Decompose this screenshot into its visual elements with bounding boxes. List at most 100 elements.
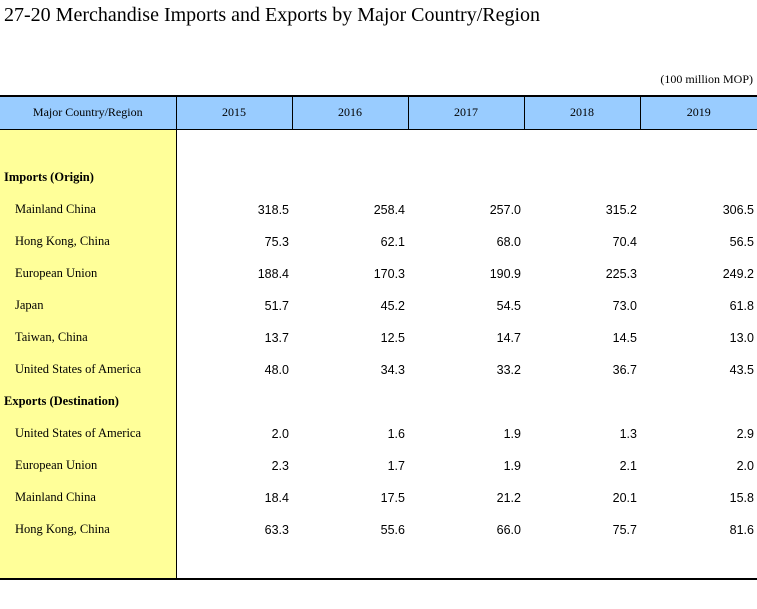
value-cell: 258.4 <box>373 202 405 217</box>
value-cell <box>292 386 408 418</box>
value-cell: 62.1 <box>380 234 405 249</box>
value-cell: 2.1 <box>619 458 637 473</box>
value-cell <box>176 545 292 580</box>
value-cell: 1.9 <box>503 458 521 473</box>
value-cell: 17.5 <box>380 490 405 505</box>
value-cell <box>640 129 757 162</box>
value-cell: 18.4 <box>264 490 289 505</box>
table-row: Mainland China 18.4 17.5 21.2 20.1 15.8 <box>0 481 757 514</box>
value-cell: 70.4 <box>612 234 637 249</box>
value-cell: 2.9 <box>736 426 754 441</box>
value-cell: 33.2 <box>496 362 521 377</box>
value-cell: 14.5 <box>612 330 637 345</box>
value-cell: 13.0 <box>729 330 754 345</box>
value-cell: 1.7 <box>387 458 405 473</box>
value-cell: 190.9 <box>489 266 521 281</box>
value-cell: 43.5 <box>729 362 754 377</box>
value-cell: 2.3 <box>271 458 289 473</box>
table-row-label: Hong Kong, China <box>0 225 177 258</box>
header-year: 2019 <box>639 95 757 130</box>
value-cell: 61.8 <box>729 298 754 313</box>
value-cell <box>640 386 757 418</box>
value-cell: 318.5 <box>257 202 289 217</box>
value-cell <box>176 386 292 418</box>
table-row: Mainland China 318.5 258.4 257.0 315.2 306.5 <box>0 193 757 226</box>
value-cell: 54.5 <box>496 298 521 313</box>
section-row: Exports (Destination) <box>0 385 757 418</box>
value-cell: 249.2 <box>722 266 754 281</box>
value-cell: 56.5 <box>729 234 754 249</box>
unit-note: (100 million MOP) <box>660 72 753 86</box>
value-cell: 2.0 <box>736 458 754 473</box>
spacer-row <box>0 129 757 162</box>
value-cell: 73.0 <box>612 298 637 313</box>
table-row-label: Hong Kong, China <box>0 513 177 546</box>
value-cell: 63.3 <box>264 522 289 537</box>
value-cell: 75.7 <box>612 522 637 537</box>
table-row: European Union 188.4 170.3 190.9 225.3 249.2 <box>0 257 757 290</box>
value-cell: 2.0 <box>271 426 289 441</box>
table-row-label: Mainland China <box>0 481 177 514</box>
table-row: Hong Kong, China 63.3 55.6 66.0 75.7 81.6 <box>0 513 757 546</box>
value-cell: 225.3 <box>605 266 637 281</box>
value-cell: 51.7 <box>264 298 289 313</box>
table-row: United States of America 48.0 34.3 33.2 36.7… <box>0 353 757 386</box>
value-cell <box>408 162 524 194</box>
value-cell <box>524 162 640 194</box>
table-row: Taiwan, China 13.7 12.5 14.7 14.5 13.0 <box>0 321 757 354</box>
header-year: 2018 <box>523 95 640 130</box>
section-row: Imports (Origin) <box>0 161 757 194</box>
value-cell: 36.7 <box>612 362 637 377</box>
value-cell: 1.3 <box>619 426 637 441</box>
value-cell: 48.0 <box>264 362 289 377</box>
value-cell: 14.7 <box>496 330 521 345</box>
table-row-label: Japan <box>0 289 177 322</box>
table-row-label: European Union <box>0 257 177 290</box>
value-cell <box>524 545 640 580</box>
value-cell <box>524 386 640 418</box>
value-cell <box>524 129 640 162</box>
value-cell: 257.0 <box>489 202 521 217</box>
spacer-row-label <box>0 129 177 162</box>
page-title: 27-20 Merchandise Imports and Exports by… <box>4 4 541 26</box>
table-row-label: Taiwan, China <box>0 321 177 354</box>
value-cell: 81.6 <box>729 522 754 537</box>
table-row-label: United States of America <box>0 353 177 386</box>
table-row: Hong Kong, China 75.3 62.1 68.0 70.4 56.5 <box>0 225 757 258</box>
table-row-label: United States of America <box>0 417 177 450</box>
header-year: 2016 <box>291 95 408 130</box>
value-cell: 75.3 <box>264 234 289 249</box>
value-cell: 20.1 <box>612 490 637 505</box>
spacer-row <box>0 545 757 580</box>
value-cell: 1.9 <box>503 426 521 441</box>
data-table: Major Country/Region 2015 2016 2017 2018… <box>0 95 757 580</box>
value-cell: 13.7 <box>264 330 289 345</box>
section-row-label: Imports (Origin) <box>0 161 177 194</box>
value-cell: 15.8 <box>729 490 754 505</box>
value-cell: 66.0 <box>496 522 521 537</box>
value-cell <box>176 129 292 162</box>
header-country: Major Country/Region <box>0 95 176 130</box>
table-row: United States of America 2.0 1.6 1.9 1.3 2.9 <box>0 417 757 450</box>
value-cell <box>408 386 524 418</box>
spacer-row-label <box>0 545 177 580</box>
header-year: 2015 <box>175 95 292 130</box>
value-cell <box>640 162 757 194</box>
value-cell <box>176 162 292 194</box>
value-cell <box>408 129 524 162</box>
value-cell <box>292 545 408 580</box>
value-cell <box>408 545 524 580</box>
value-cell: 170.3 <box>373 266 405 281</box>
value-cell: 306.5 <box>722 202 754 217</box>
value-cell: 12.5 <box>380 330 405 345</box>
table-row-label: Mainland China <box>0 193 177 226</box>
table-row-label: European Union <box>0 449 177 482</box>
value-cell: 68.0 <box>496 234 521 249</box>
value-cell <box>292 162 408 194</box>
value-cell: 188.4 <box>257 266 289 281</box>
value-cell: 1.6 <box>387 426 405 441</box>
value-cell <box>640 545 757 580</box>
value-cell: 55.6 <box>380 522 405 537</box>
value-cell <box>292 129 408 162</box>
header-year: 2017 <box>407 95 524 130</box>
